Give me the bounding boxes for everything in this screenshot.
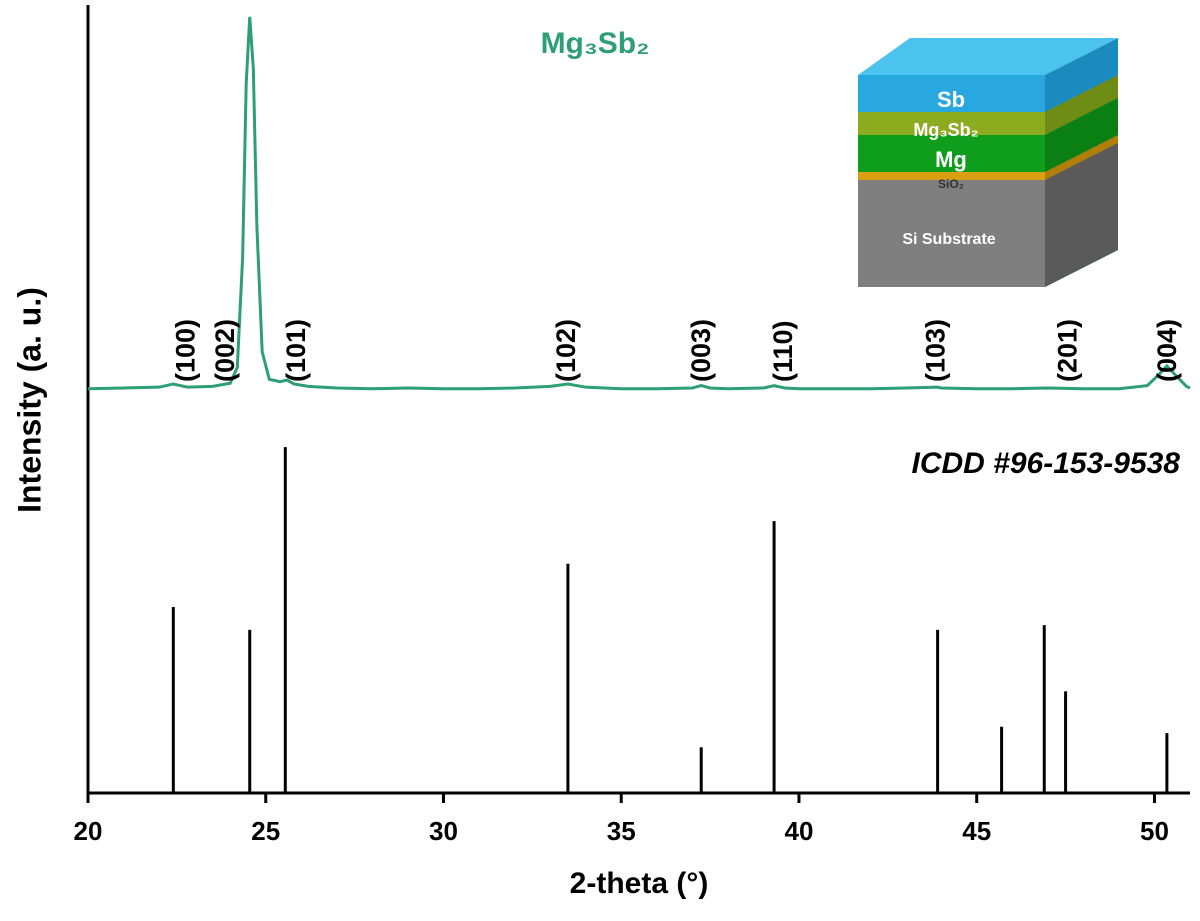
peak-label: (201) [1052,319,1082,382]
x-tick-label: 20 [74,816,103,846]
inset-label: Sb [937,87,965,112]
x-axis-label: 2-theta (°) [570,867,709,900]
inset-top [858,38,1118,75]
peak-label: (100) [171,319,201,382]
peak-label: (003) [686,319,716,382]
reference-name: ICDD #96-153-9538 [912,447,1181,480]
inset: Sb Mg₃Sb₂ Mg SiO₂ Si Substrate [858,38,1118,287]
inset-layer [858,180,1045,287]
x-tick-label: 35 [607,816,636,846]
series-name: Mg₃Sb₂ [541,27,650,60]
peak-label: (103) [921,319,951,382]
inset-layer [858,75,1045,112]
inset-label: Mg [935,147,967,172]
x-tick-label: 45 [962,816,991,846]
inset-layer [858,112,1045,135]
inset-side [1045,98,1118,172]
inset-label: Mg₃Sb₂ [913,120,978,140]
inset-label: Si Substrate [902,231,995,248]
inset-layer [858,135,1045,172]
inset-side [1045,75,1118,135]
peak-label: (110) [768,320,798,382]
x-tick-label: 40 [785,816,814,846]
inset-side [1045,135,1118,180]
peak-label: (002) [210,319,240,382]
y-axis-label: Intensity (a. u.) [11,287,47,513]
peak-label: (102) [551,319,581,382]
x-tick-label: 50 [1140,816,1169,846]
xrd-trace [87,16,1191,391]
inset-label: SiO₂ [938,177,964,191]
x-tick-label: 30 [429,816,458,846]
inset-side [1045,143,1118,287]
peak-label: (004) [1152,319,1182,382]
peak-label: (101) [281,319,311,382]
inset-layer [858,172,1045,180]
x-tick-label: 25 [251,816,280,846]
